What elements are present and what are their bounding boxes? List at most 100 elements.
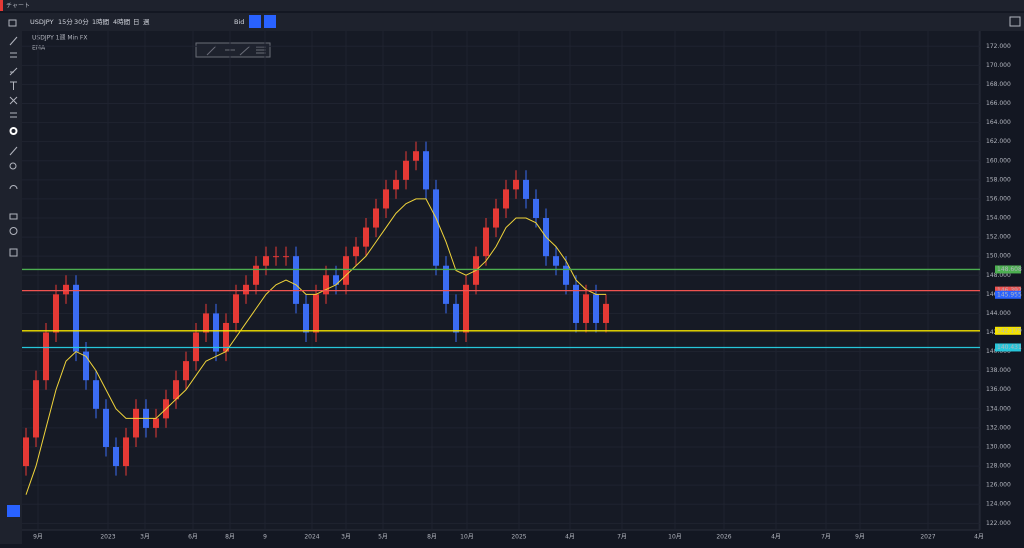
candle-body	[383, 189, 389, 209]
y-tick-label: 168.000	[986, 81, 1011, 88]
candle-body	[123, 437, 129, 467]
plot: 172.000 170.000 168.000 166.000 164.000 162.0…	[22, 31, 1022, 541]
icon[interactable]	[9, 185, 18, 190]
x-tick-label: 4月	[771, 534, 781, 541]
x-tick-label: 7月	[821, 534, 831, 541]
candle-body	[223, 322, 229, 352]
icon[interactable]	[1009, 16, 1021, 27]
candle-body	[233, 294, 239, 323]
y-tick-label: 140.000	[986, 348, 1011, 355]
candle-body	[93, 380, 99, 409]
icon[interactable]	[7, 505, 20, 517]
candle-body	[283, 256, 289, 258]
candle-body	[513, 179, 519, 190]
y-tick-label: 172.000	[986, 43, 1011, 50]
candle-body	[343, 256, 349, 285]
candle-body	[203, 313, 209, 333]
interval-button[interactable]: 1時間	[92, 18, 109, 26]
interval-button[interactable]: 4時間	[113, 18, 130, 26]
icon[interactable]	[9, 146, 18, 156]
drawing-toolbar	[195, 42, 271, 58]
icon[interactable]	[10, 81, 17, 90]
level-price-label: 146.392	[997, 287, 1022, 294]
candle-body	[453, 303, 459, 333]
y-tick-label: 164.000	[986, 119, 1011, 126]
interval-button[interactable]: 日	[133, 18, 140, 26]
icon[interactable]	[9, 127, 18, 135]
candle-body	[253, 265, 259, 285]
candle-body	[43, 332, 49, 381]
candle-body	[193, 332, 199, 362]
icon[interactable]	[9, 67, 18, 76]
candle-body	[363, 227, 369, 247]
icon[interactable]	[9, 96, 18, 105]
candle-body	[333, 275, 339, 285]
candle-body	[183, 361, 189, 381]
icon[interactable]	[9, 213, 18, 220]
icon[interactable]	[9, 227, 18, 235]
y-tick-label: 158.000	[986, 176, 1011, 183]
candle-body	[23, 437, 29, 467]
icon[interactable]	[9, 162, 17, 170]
y-tick-label: 138.000	[986, 367, 1011, 374]
x-tick-label: 5月	[378, 534, 388, 541]
icon	[8, 19, 17, 27]
icon[interactable]	[9, 36, 18, 46]
y-tick-label: 160.000	[986, 157, 1011, 164]
chart-style-button[interactable]	[264, 15, 276, 28]
price-side-button[interactable]: Bid	[234, 18, 244, 26]
x-tick-label: 10月	[668, 534, 682, 541]
y-tick-label: 134.000	[986, 405, 1011, 412]
icon[interactable]	[256, 46, 266, 54]
candle-body	[463, 284, 469, 333]
y-tick-label: 122.000	[986, 520, 1011, 527]
y-tick-label: 126.000	[986, 482, 1011, 489]
y-tick-label: 136.000	[986, 386, 1011, 393]
y-tick-label: 128.000	[986, 463, 1011, 470]
level-price-label: 148.608	[997, 266, 1022, 273]
y-tick-label: 130.000	[986, 443, 1011, 450]
toolbar	[0, 13, 1024, 31]
ema-line	[25, 198, 606, 495]
candle-body	[323, 275, 329, 295]
level-price-tag	[995, 326, 1021, 335]
icon[interactable]	[10, 112, 17, 118]
y-tick-label: 166.000	[986, 100, 1011, 107]
candle-body	[503, 189, 509, 209]
y-tick-label: 148.000	[986, 272, 1011, 279]
level-price-tag	[995, 286, 1021, 295]
candle-body	[413, 151, 419, 161]
x-tick-label: 9	[263, 534, 267, 541]
last-price-tag	[995, 290, 1021, 299]
candle-body	[293, 256, 299, 304]
candle-body	[63, 284, 69, 295]
candle-body	[573, 284, 579, 323]
candle-body	[433, 189, 439, 266]
indicator-label: EMA	[32, 45, 46, 52]
candle-body	[173, 380, 179, 400]
candle-body	[403, 160, 409, 180]
y-tick-label: 156.000	[986, 195, 1011, 202]
y-tick-label: 154.000	[986, 215, 1011, 222]
x-tick-label: 8月	[427, 534, 437, 541]
interval-button[interactable]: 30分	[74, 17, 89, 26]
chart-style-button[interactable]	[249, 15, 261, 28]
icon[interactable]	[206, 45, 217, 56]
candle-body	[153, 418, 159, 428]
interval-button[interactable]: 週	[143, 17, 150, 26]
y-tick-label: 132.000	[986, 424, 1011, 431]
interval-button[interactable]: 15分	[58, 17, 73, 26]
candle-body	[493, 208, 499, 228]
candle-body	[213, 313, 219, 352]
x-tick-label: 2025	[511, 534, 526, 541]
x-tick-label: 3月	[341, 534, 351, 541]
symbol: USDJPY	[30, 18, 54, 26]
icon[interactable]	[9, 248, 18, 257]
x-tick-label: 4月	[565, 534, 575, 541]
y-tick-label: 144.000	[986, 310, 1011, 317]
level-price-label: 140.431	[997, 344, 1022, 351]
title-accent	[0, 0, 3, 11]
icon[interactable]	[239, 45, 251, 56]
candle-body	[423, 151, 429, 190]
